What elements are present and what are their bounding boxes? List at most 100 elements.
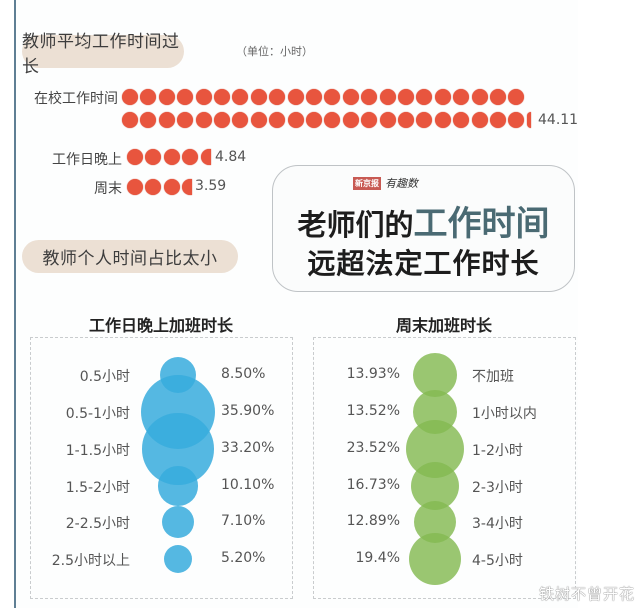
dot-icon xyxy=(416,89,433,105)
partial-dot-icon xyxy=(526,112,531,128)
row-label-weekday-evening: 工作日晚上 xyxy=(52,152,122,168)
value-school-hours: 44.11 xyxy=(538,112,579,128)
dot-icon xyxy=(127,149,143,165)
bubble-5 xyxy=(163,544,193,574)
category-label: 2-3小时 xyxy=(472,480,523,496)
dot-icon xyxy=(453,89,470,105)
dot-icon xyxy=(232,89,249,105)
headline-prefix: 老师们的 xyxy=(297,208,414,242)
dot-icon xyxy=(508,89,525,105)
publisher-logo: 新京报 有趣数 xyxy=(353,175,418,191)
dot-icon xyxy=(434,112,451,128)
dot-icon xyxy=(158,89,175,105)
dot-icon xyxy=(122,89,138,105)
bubble-4 xyxy=(161,505,195,539)
dot-icon xyxy=(306,112,322,128)
percent-label: 13.52% xyxy=(346,403,400,419)
dot-icon xyxy=(195,89,212,105)
percent-label: 8.50% xyxy=(221,366,266,382)
dot-icon xyxy=(361,89,378,105)
logo-box: 新京报 xyxy=(353,176,381,190)
headline-accent: 工作时间 xyxy=(413,204,550,244)
dot-icon xyxy=(287,112,304,128)
percent-label: 7.10% xyxy=(221,513,266,529)
dot-icon xyxy=(163,179,180,195)
dot-icon xyxy=(182,149,199,165)
percent-label: 5.20% xyxy=(221,550,266,566)
partial-dot-icon xyxy=(182,179,193,195)
dot-icon xyxy=(398,112,414,128)
headline-line-1: 老师们的工作时间 xyxy=(273,196,574,245)
weekday-chart-box xyxy=(30,337,293,599)
row-label-weekend: 周末 xyxy=(94,181,122,197)
category-label: 2-2.5小时 xyxy=(65,516,130,532)
category-label: 3-4小时 xyxy=(472,516,523,532)
value-weekend: 3.59 xyxy=(195,178,227,194)
dot-icon xyxy=(214,112,230,128)
dot-icon xyxy=(306,89,322,105)
dot-icon xyxy=(163,149,180,165)
row-label-school-hours: 在校工作时间 xyxy=(34,91,118,107)
percent-label: 10.10% xyxy=(221,477,275,493)
section-title-personal-time: 教师个人时间占比太小 xyxy=(22,240,238,273)
category-label: 不加班 xyxy=(472,369,514,385)
dot-icon xyxy=(195,112,212,128)
category-label: 0.5-1小时 xyxy=(65,406,130,422)
dot-icon xyxy=(471,89,488,105)
percent-label: 12.89% xyxy=(346,513,400,529)
category-label: 1-2小时 xyxy=(472,443,523,459)
dot-icon xyxy=(177,112,194,128)
dot-icon xyxy=(508,112,525,128)
section-title-work-time: 教师平均工作时间过长 xyxy=(22,32,184,77)
percent-label: 35.90% xyxy=(221,403,275,419)
dot-icon xyxy=(250,112,267,128)
value-weekday-evening: 4.84 xyxy=(215,149,247,165)
percent-label: 16.73% xyxy=(346,477,400,493)
dot-icon xyxy=(214,89,230,105)
watermark: 铁树不曾开花 xyxy=(538,585,635,603)
category-label: 0.5小时 xyxy=(79,369,130,385)
bubble-5 xyxy=(408,532,462,586)
dot-icon xyxy=(145,149,162,165)
bubble-3 xyxy=(158,466,198,506)
category-label: 1小时以内 xyxy=(472,406,537,422)
weekend-chart-title: 周末加班时长 xyxy=(395,316,492,335)
dot-icon xyxy=(434,89,451,105)
dot-icon xyxy=(342,89,359,105)
dot-icon xyxy=(140,112,157,128)
dot-icon xyxy=(269,89,286,105)
dot-icon xyxy=(269,112,286,128)
dot-icon xyxy=(379,112,396,128)
weekday-chart-title: 工作日晚上加班时长 xyxy=(88,316,233,335)
percent-label: 23.52% xyxy=(346,440,400,456)
dot-icon xyxy=(122,112,138,128)
dot-icon xyxy=(490,112,506,128)
weekend-chart-box xyxy=(313,337,576,599)
dot-icon xyxy=(416,112,433,128)
category-label: 1.5-2小时 xyxy=(65,480,130,496)
dot-icon xyxy=(471,112,488,128)
dot-icon xyxy=(140,89,157,105)
category-label: 2.5小时以上 xyxy=(51,553,130,569)
dot-icon xyxy=(398,89,414,105)
logo-text: 有趣数 xyxy=(385,177,418,190)
dot-icon xyxy=(127,179,143,195)
headline-line-2: 远超法定工作时长 xyxy=(307,247,540,280)
dot-icon xyxy=(342,112,359,128)
percent-label: 19.4% xyxy=(355,550,400,566)
dot-icon xyxy=(453,112,470,128)
bubble-0 xyxy=(412,352,458,398)
category-label: 4-5小时 xyxy=(472,553,523,569)
dot-icon xyxy=(379,89,396,105)
category-label: 1-1.5小时 xyxy=(65,443,130,459)
dot-icon xyxy=(324,112,341,128)
dot-icon xyxy=(490,89,506,105)
percent-label: 13.93% xyxy=(346,366,400,382)
dot-icon xyxy=(158,112,175,128)
dot-icon xyxy=(324,89,341,105)
headline-card: 新京报 有趣数 老师们的工作时间 远超法定工作时长 xyxy=(272,165,575,292)
dot-icon xyxy=(250,89,267,105)
percent-label: 33.20% xyxy=(221,440,275,456)
dot-icon xyxy=(145,179,162,195)
dot-icon xyxy=(361,112,378,128)
